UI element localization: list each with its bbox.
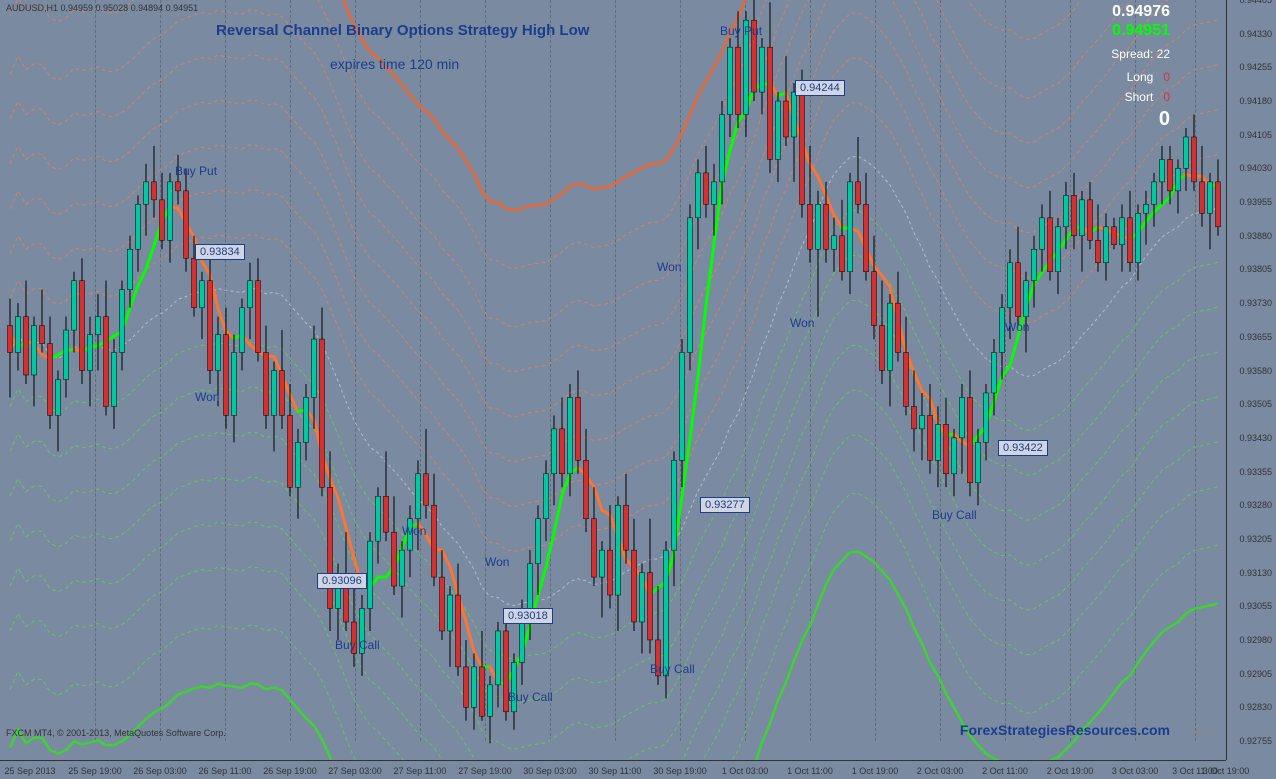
short-value: 0 [1163,90,1170,104]
x-tick: 30 Sep 03:00 [523,766,577,776]
y-tick: 0.93280 [1239,500,1272,510]
text-annotation: Won [790,316,814,330]
y-tick: 0.93205 [1239,534,1272,544]
price-annotation: 0.93277 [700,497,750,513]
x-tick: 30 Sep 11:00 [589,766,642,776]
y-tick: 0.94255 [1239,62,1272,72]
text-annotation: Won [657,260,681,274]
price-annotation: 0.93834 [195,244,245,260]
price-high: 0.94976 [1112,3,1170,21]
x-tick: 25 Sep 19:00 [68,766,122,776]
x-tick: 27 Sep 11:00 [394,766,447,776]
text-annotation: Buy Put [175,164,217,178]
chart-subtitle: expires time 120 min [330,56,459,72]
price-annotation: 0.93018 [503,608,553,624]
y-tick: 0.94030 [1239,163,1272,173]
y-tick: 0.93505 [1239,399,1272,409]
short-row: Short 0 [1125,90,1170,104]
y-tick: 0.94105 [1239,130,1272,140]
price-annotation: 0.93096 [317,573,367,589]
chart-area[interactable]: AUDUSD,H1 0.94959 0.95028 0.94894 0.9495… [0,0,1226,760]
y-tick: 0.92755 [1239,736,1272,746]
text-annotation: Buy Call [932,508,977,522]
price-annotation: 0.93422 [998,440,1048,456]
x-tick: 3 Oct 03:00 [1112,766,1159,776]
x-tick: 30 Sep 19:00 [653,766,707,776]
total-value: 0 [1159,108,1170,131]
symbol-info: AUDUSD,H1 0.94959 0.95028 0.94894 0.9495… [6,3,198,13]
x-tick: 27 Sep 19:00 [458,766,512,776]
label-text: Label [1190,727,1214,738]
text-annotation: Buy Call [508,690,553,704]
text-annotation: Buy Call [650,662,695,676]
price-annotation: 0.94244 [795,80,845,96]
y-tick: 0.93955 [1239,197,1272,207]
y-tick: 0.93580 [1239,366,1272,376]
text-annotation: Won [402,524,426,538]
x-tick: 2 Oct 03:00 [917,766,964,776]
y-tick: 0.94405 [1239,0,1272,5]
text-annotation: Won [485,555,509,569]
y-tick: 0.93430 [1239,433,1272,443]
y-tick: 0.94180 [1239,96,1272,106]
text-annotation: Won [195,390,219,404]
chart-title: Reversal Channel Binary Options Strategy… [216,22,589,39]
candlesticks [0,0,1226,760]
y-tick: 0.93730 [1239,298,1272,308]
x-tick: 1 Oct 11:00 [787,766,833,776]
y-tick: 0.92905 [1239,669,1272,679]
x-tick: 3 Oct 19:00 [1203,766,1250,776]
y-tick: 0.94330 [1239,29,1272,39]
text-annotation: Buy Call [335,638,380,652]
long-value: 0 [1163,70,1170,84]
copyright: FXCM MT4, © 2001-2013, MetaQuotes Softwa… [6,728,226,738]
y-tick: 0.93880 [1239,231,1272,241]
text-annotation: Buy Put [720,24,762,38]
y-tick: 0.93130 [1239,568,1272,578]
long-row: Long 0 [1127,70,1170,84]
x-axis: 25 Sep 2013 25 Sep 19:00 26 Sep 03:00 26 Se… [0,760,1226,779]
y-tick: 0.93655 [1239,332,1272,342]
y-tick: 0.93805 [1239,264,1272,274]
y-axis: 0.94405 0.94330 0.94255 0.94180 0.94105 0.940… [1226,0,1276,760]
x-tick: 1 Oct 19:00 [852,766,899,776]
x-tick: 26 Sep 19:00 [263,766,317,776]
x-tick: 2 Oct 19:00 [1047,766,1094,776]
x-tick: 26 Sep 03:00 [133,766,187,776]
watermark: ForexStrategiesResources.com [960,722,1170,738]
short-label: Short [1125,90,1154,104]
x-tick: 25 Sep 2013 [4,766,55,776]
y-tick: 0.93355 [1239,467,1272,477]
x-tick: 2 Oct 11:00 [982,766,1028,776]
long-label: Long [1127,70,1154,84]
y-tick: 0.92980 [1239,635,1272,645]
x-tick: 27 Sep 03:00 [328,766,382,776]
spread-label: Spread: 22 [1111,47,1170,61]
y-tick: 0.93055 [1239,601,1272,611]
y-tick: 0.92830 [1239,702,1272,712]
x-tick: 26 Sep 11:00 [199,766,252,776]
price-low: 0.94951 [1112,22,1170,40]
text-annotation: Won [1005,320,1029,334]
x-tick: 1 Oct 03:00 [722,766,769,776]
